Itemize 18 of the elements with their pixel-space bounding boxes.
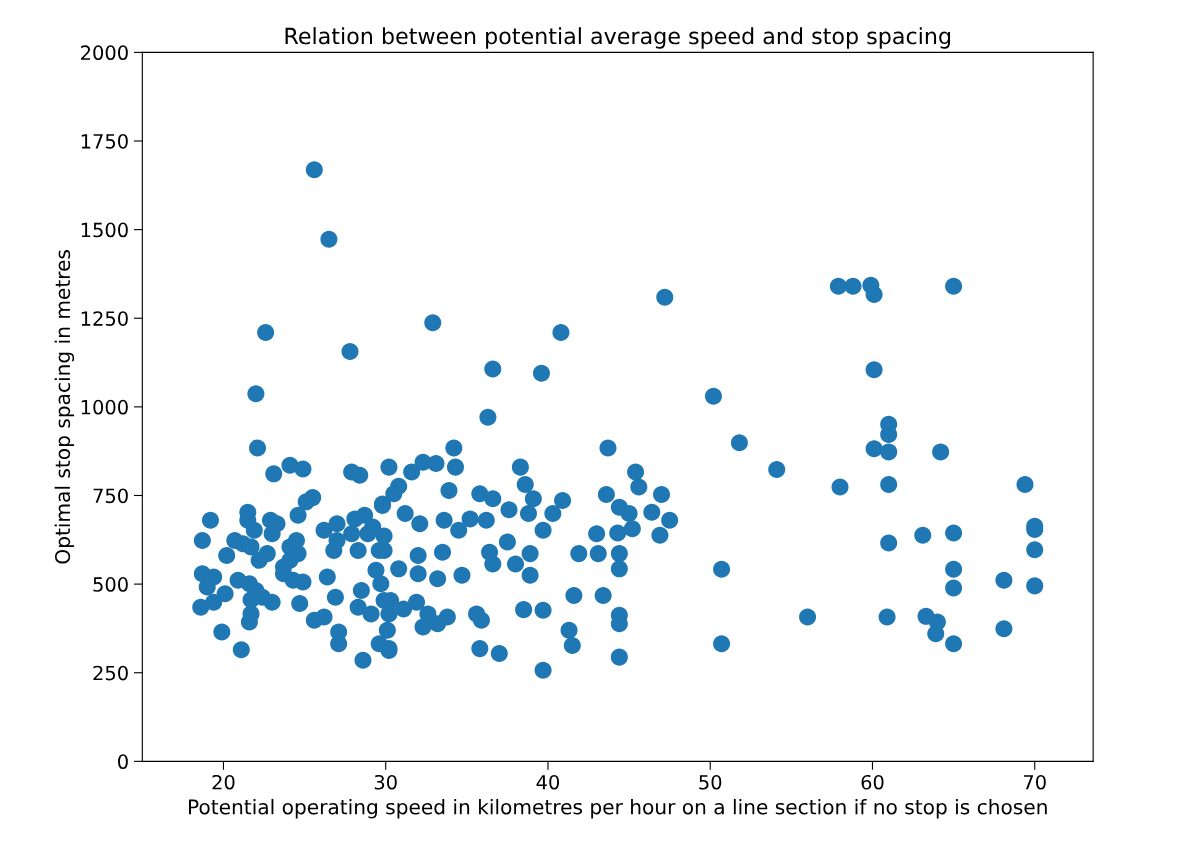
x-tick-label: 60 — [861, 774, 884, 790]
x-tick-label: 50 — [699, 774, 722, 790]
x-tick-label: 30 — [374, 774, 397, 790]
y-tick-label: 1500 — [81, 222, 128, 238]
x-axis-title: Potential operating speed in kilometres per hour on a line section if no stop is chosen — [189, 798, 1047, 819]
chart-title: Relation between potential average speed and stop spacing — [285, 27, 951, 49]
y-tick-label: 1000 — [81, 399, 128, 415]
x-tick-label: 70 — [1023, 774, 1046, 790]
y-tick-label: 2000 — [81, 45, 128, 61]
y-tick-label: 0 — [118, 754, 128, 770]
y-tick-label: 750 — [93, 488, 128, 504]
y-axis-title: Optimal stop spacing in metres — [54, 250, 75, 564]
y-tick-label: 1750 — [81, 133, 128, 149]
x-tick-label: 20 — [212, 774, 235, 790]
y-tick-label: 1250 — [81, 311, 128, 326]
x-tick-label: 40 — [536, 774, 560, 790]
y-tick-label: 500 — [93, 577, 128, 592]
y-tick-label: 250 — [93, 665, 128, 681]
